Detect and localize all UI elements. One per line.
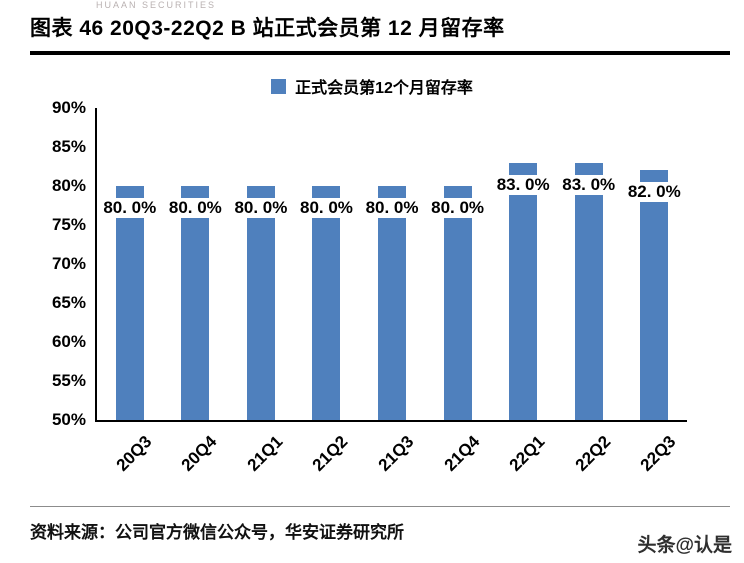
figure-title-block: 图表 46 20Q3-22Q2 B 站正式会员第 12 月留存率 <box>30 12 730 55</box>
y-tick-label: 65% <box>51 293 86 312</box>
x-tick-label: 21Q1 <box>243 432 287 475</box>
bar-column: 80. 0% <box>163 108 229 420</box>
source-note: 资料来源：公司官方微信公众号，华安证券研究所 <box>30 506 730 543</box>
y-tick-label: 75% <box>51 215 86 234</box>
bar-21Q1 <box>246 186 275 420</box>
legend-series-marker-icon <box>271 78 287 94</box>
bar-value-label: 83. 0% <box>495 174 551 195</box>
bar-column: 80. 0% <box>359 108 425 420</box>
x-axis: 20Q3 20Q4 21Q1 21Q2 21Q3 21Q4 22Q1 22Q2 22Q3 <box>95 422 685 496</box>
bar-20Q3 <box>115 186 144 420</box>
bar-21Q3 <box>378 186 407 420</box>
x-tick-label: 22Q2 <box>571 432 615 475</box>
x-tick-label: 22Q1 <box>505 432 549 475</box>
x-tick-label: 21Q3 <box>374 432 418 475</box>
watermark: 头条@认是 <box>637 535 732 556</box>
y-tick-label: 80% <box>51 176 86 195</box>
bar-column: 80. 0% <box>294 108 360 420</box>
bar-value-label: 80. 0% <box>364 198 420 218</box>
bar-value-label: 80. 0% <box>167 198 223 218</box>
bar-value-label: 80. 0% <box>430 198 486 218</box>
bar-22Q1 <box>509 162 538 420</box>
x-tick-label: 21Q2 <box>309 432 352 475</box>
bar-value-label: 83. 0% <box>561 174 617 195</box>
publisher-logo-fragment: HUAAN SECURITIES <box>96 0 217 8</box>
bar-column: 83. 0% <box>556 108 622 420</box>
bar-column: 83. 0% <box>490 108 556 420</box>
bar-value-label: 80. 0% <box>299 198 354 218</box>
x-tick-label: 22Q3 <box>636 432 680 475</box>
y-tick-label: 70% <box>51 254 86 273</box>
y-tick-label: 50% <box>51 410 86 429</box>
x-tick-label: 21Q4 <box>440 432 483 475</box>
bar-22Q3 <box>640 170 669 420</box>
bar-column: 82. 0% <box>622 108 688 420</box>
y-tick-label: 60% <box>51 332 86 351</box>
x-tick-label: 20Q4 <box>177 432 221 475</box>
y-tick-label: 90% <box>51 98 86 117</box>
bar-series: 80. 0% 80. 0% 80. 0% 80. 0% 80. 0% 80. 0% 83. … <box>97 108 687 420</box>
bar-21Q2 <box>312 186 341 420</box>
plot-area: 80. 0% 80. 0% 80. 0% 80. 0% 80. 0% 80. 0% 83. … <box>95 108 687 422</box>
bar-value-label: 80. 0% <box>102 198 158 218</box>
bar-column: 80. 0% <box>425 108 491 420</box>
legend-series-label: 正式会员第12个月留存率 <box>295 80 473 97</box>
bar-column: 80. 0% <box>228 108 294 420</box>
y-axis: 90% 85% 80% 75% 70% 65% 60% 55% 50% <box>0 98 86 429</box>
bar-value-label: 82. 0% <box>626 182 682 203</box>
bar-column: 80. 0% <box>97 108 163 420</box>
y-tick-label: 55% <box>51 371 86 390</box>
bar-22Q2 <box>574 162 603 420</box>
bar-value-label: 80. 0% <box>233 198 289 218</box>
y-tick-label: 85% <box>51 137 86 156</box>
bar-20Q4 <box>181 186 210 420</box>
x-tick-label: 20Q3 <box>112 432 156 475</box>
bar-21Q4 <box>443 186 472 420</box>
chart-legend: 正式会员第12个月留存率 <box>0 74 744 98</box>
figure-title: 图表 46 20Q3-22Q2 B 站正式会员第 12 月留存率 <box>30 17 505 40</box>
